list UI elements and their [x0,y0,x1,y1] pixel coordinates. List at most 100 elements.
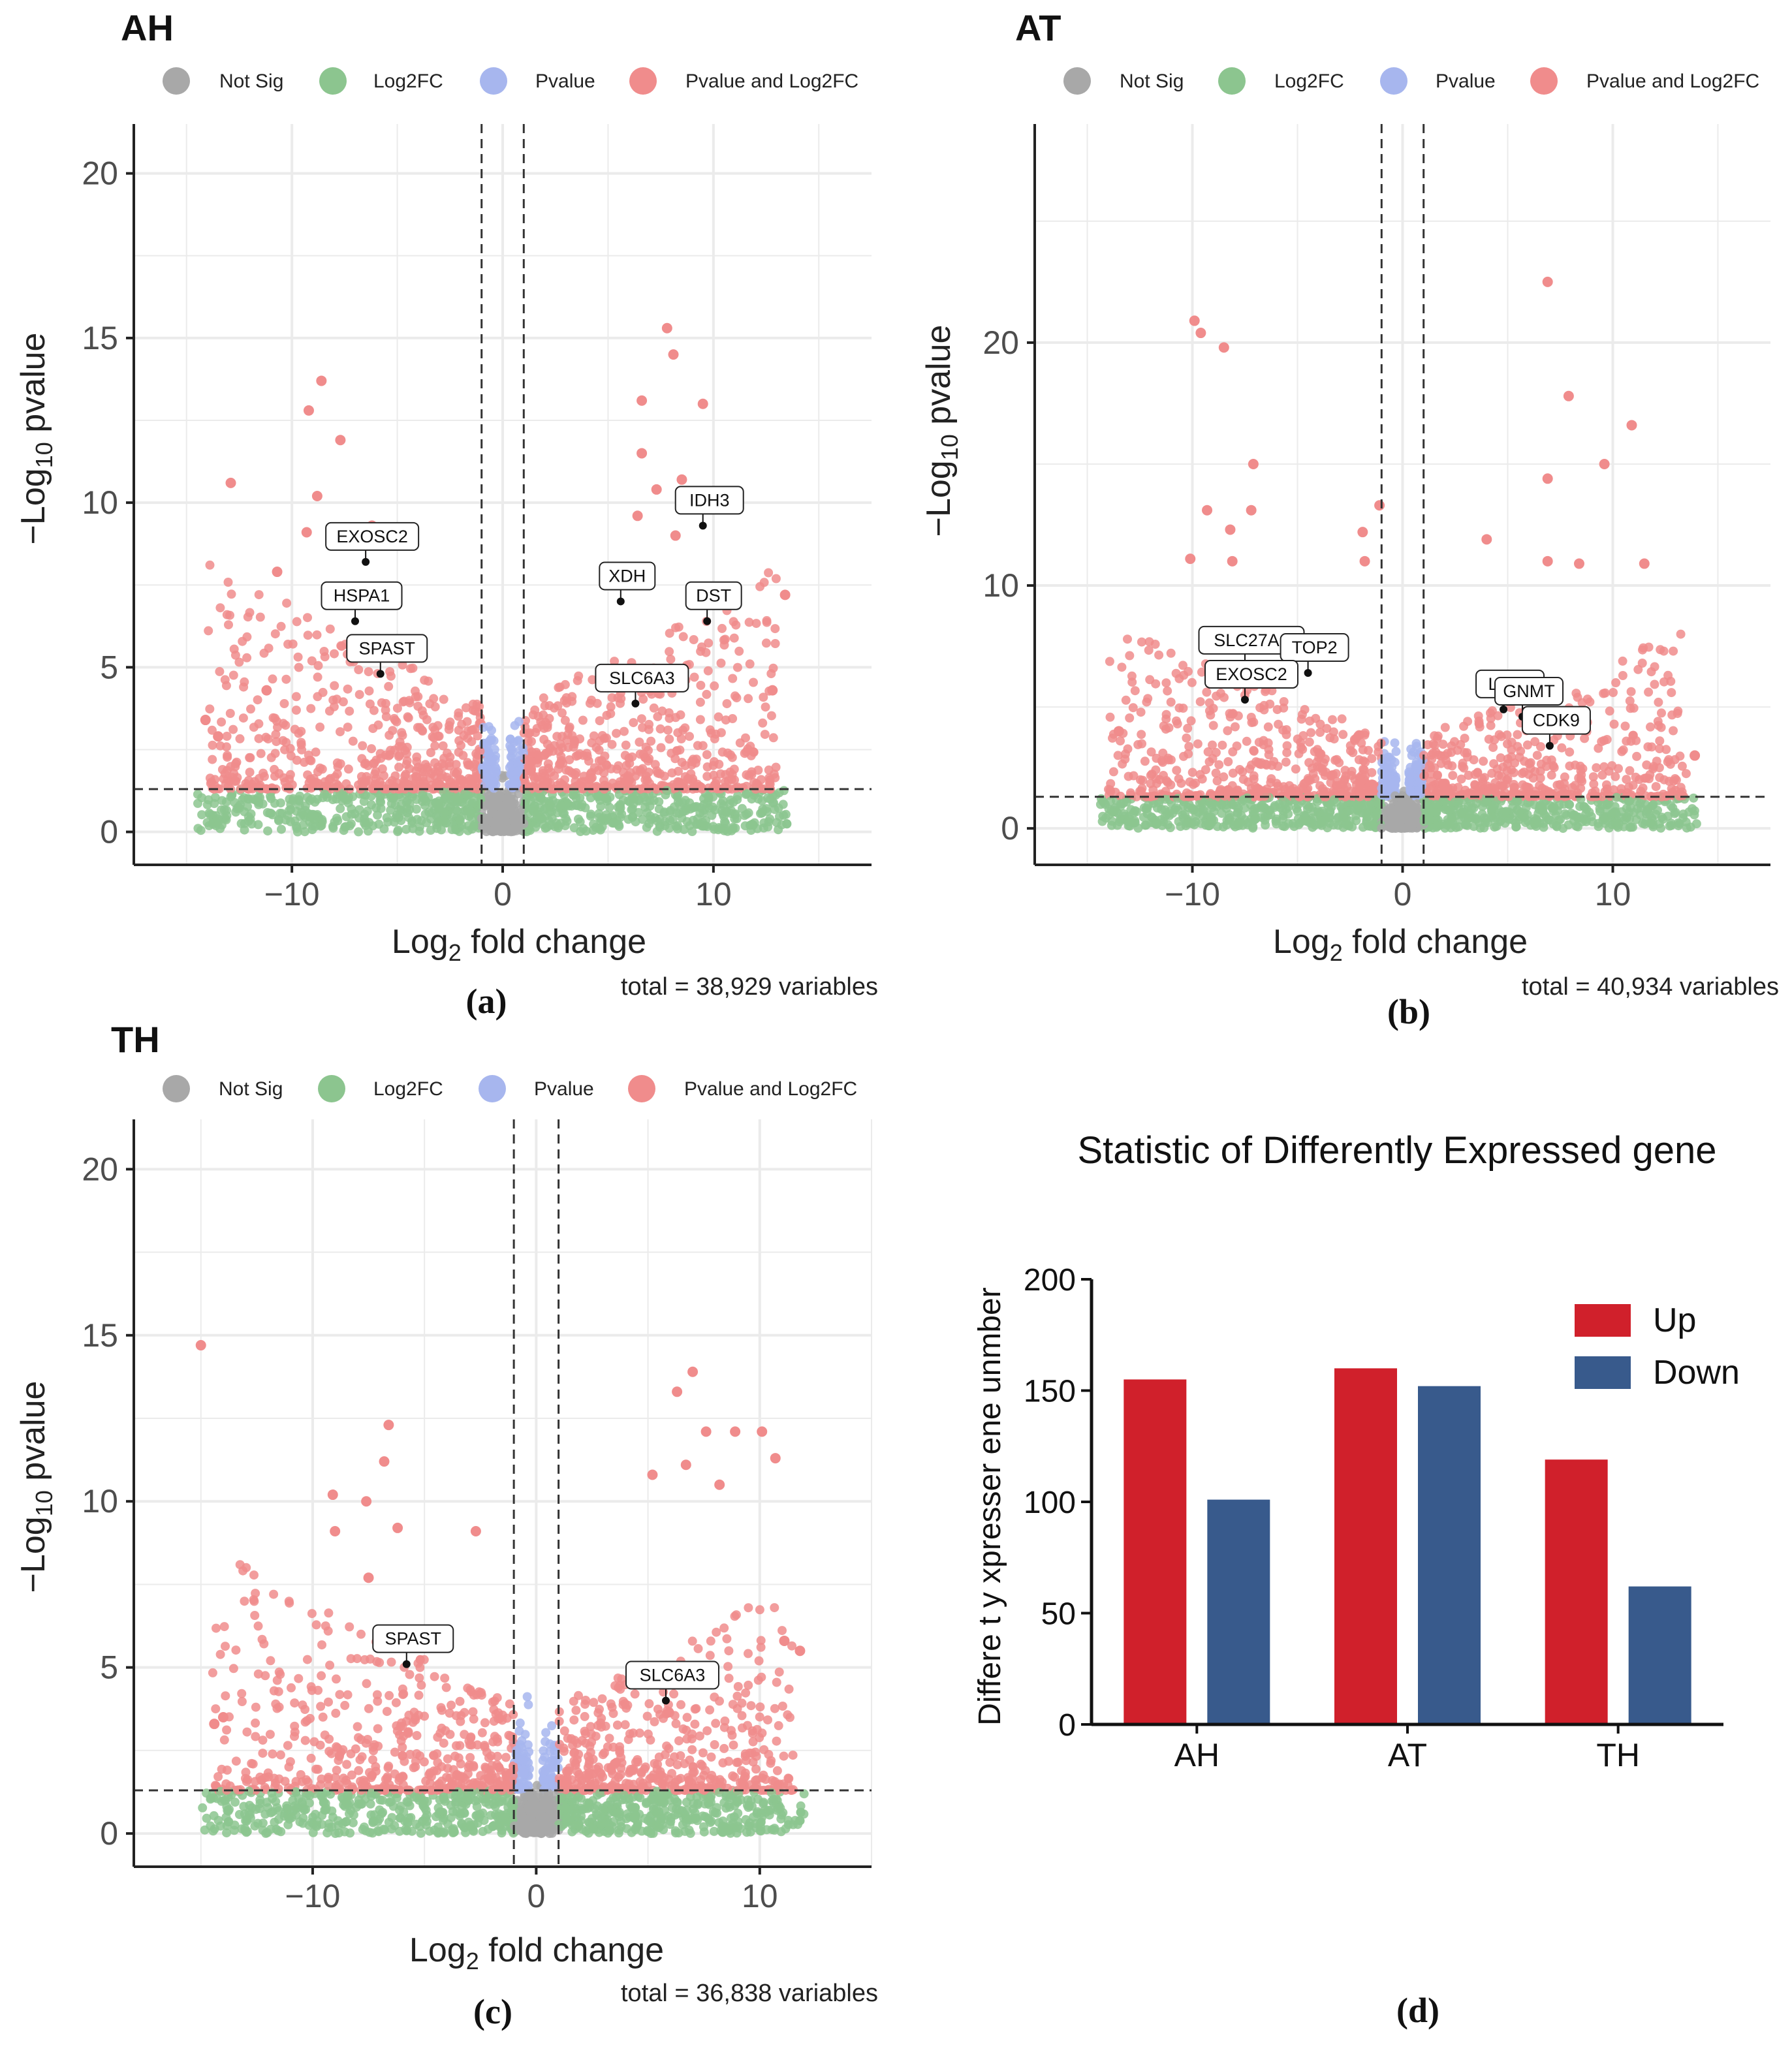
point-pvalue-and-log2fc [1136,708,1146,717]
point-pvalue-and-log2fc [217,717,227,727]
point-pvalue-and-log2fc [1297,783,1307,792]
point-pvalue-and-log2fc [1490,735,1500,745]
point-pvalue-and-log2fc [663,725,673,735]
point-pvalue-and-log2fc [222,732,232,741]
point-pvalue-and-log2fc [1238,775,1248,785]
point-log2fc [1371,811,1381,820]
point-pvalue-and-log2fc [734,646,744,656]
point-pvalue-and-log2fc [1135,787,1144,796]
point-log2fc [234,803,244,813]
point-pvalue-and-log2fc [1592,763,1601,773]
point-outlier [1542,555,1553,567]
point-pvalue-and-log2fc [1456,740,1466,749]
point-pvalue-and-log2fc [729,633,739,643]
point-log2fc [393,827,403,836]
point-log2fc [618,795,628,805]
point-pvalue-and-log2fc [1121,695,1131,705]
point-pvalue-and-log2fc [1281,730,1291,740]
legend-dot-log2fc [318,1075,345,1102]
point-pvalue-and-log2fc [1201,765,1210,775]
point-outlier [200,715,211,726]
point-log2fc [1174,817,1184,826]
point-pvalue-and-log2fc [418,726,428,736]
point-pvalue-and-log2fc [1204,698,1214,708]
point-pvalue-and-log2fc [560,715,570,725]
point-pvalue-and-log2fc [612,728,621,738]
point-pvalue-and-log2fc [229,644,239,654]
point-log2fc [422,818,432,828]
point-pvalue-and-log2fc [638,694,648,704]
point-pvalue-and-log2fc [665,734,674,744]
point-outlier [661,322,672,334]
point-pvalue-and-log2fc [716,728,726,738]
point-pvalue-and-log2fc [325,624,335,634]
total-caption: total = 38,929 variables [621,973,878,1001]
point-log2fc [451,805,461,815]
point-pvalue-and-log2fc [1498,781,1508,791]
point-pvalue-and-log2fc [279,699,289,708]
y-tick-label: 20 [982,324,1019,361]
point-pvalue-and-log2fc [439,694,448,704]
point-pvalue-and-log2fc [266,753,276,762]
point-pvalue-and-log2fc [655,724,665,734]
point-log2fc [599,813,608,823]
point-pvalue-and-log2fc [1281,757,1291,767]
point-pvalue-and-log2fc [1123,744,1133,754]
point-outlier [1113,726,1124,737]
point-log2fc [1302,800,1312,810]
point-log2fc [217,805,226,815]
point-pvalue-and-log2fc [1187,678,1197,687]
point-pvalue-and-log2fc [303,613,312,623]
point-pvalue-and-log2fc [672,746,682,756]
point-log2fc [446,795,456,805]
point-pvalue-and-log2fc [1219,693,1229,702]
point-pvalue-and-log2fc [595,716,605,726]
point-log2fc [646,811,655,821]
point-pvalue-and-log2fc [1261,759,1270,769]
point-log2fc [1582,804,1592,814]
point-log2fc [285,805,294,815]
point-pvalue-and-log2fc [1547,770,1556,780]
legend-label: Not Sig [219,1078,283,1100]
point-pvalue-and-log2fc [1650,679,1659,689]
point-pvalue-and-log2fc [224,620,233,630]
point-pvalue-and-log2fc [458,751,468,760]
point-pvalue-and-log2fc [759,693,768,702]
point-pvalue-and-log2fc [227,589,236,599]
point-pvalue-and-log2fc [245,768,255,777]
point-pvalue-and-log2fc [629,718,638,728]
point-log2fc [366,791,376,801]
point-pvalue-and-log2fc [1489,759,1499,769]
point-pvalue-and-log2fc [364,667,373,677]
point-log2fc [1124,812,1134,822]
legend-label: Not Sig [1120,70,1184,92]
x-axis-label: Log2 fold change [392,923,646,966]
legend-dot-log2fc [319,67,347,95]
point-pvalue-and-log2fc [621,740,631,750]
point-pvalue-and-log2fc [1176,779,1186,788]
point-log2fc [690,802,700,812]
point-pvalue-and-log2fc [1146,747,1156,757]
point-pvalue-and-log2fc [303,631,313,640]
point-outlier [1542,473,1553,484]
point-log2fc [1233,818,1243,828]
point-pvalue-and-log2fc [1486,721,1496,730]
point-pvalue-and-log2fc [1641,773,1651,783]
point-not-sig [489,803,499,813]
point-pvalue-and-log2fc [1570,781,1580,790]
point-log2fc [1465,808,1475,818]
point-pvalue-and-log2fc [716,659,726,668]
point-log2fc [1643,804,1653,814]
point-pvalue-and-log2fc [1488,743,1498,753]
point-pvalue-and-log2fc [392,704,402,713]
point-pvalue-and-log2fc [232,757,242,767]
point-pvalue-and-log2fc [420,676,430,685]
point-pvalue-and-log2fc [1125,713,1135,723]
point-pvalue-and-log2fc [560,679,570,689]
point-pvalue-and-log2fc [336,727,345,737]
point-pvalue-and-log2fc [1308,763,1317,773]
point-outlier [1626,420,1637,431]
point-pvalue-and-log2fc [1219,772,1229,782]
point-log2fc [1501,807,1511,817]
